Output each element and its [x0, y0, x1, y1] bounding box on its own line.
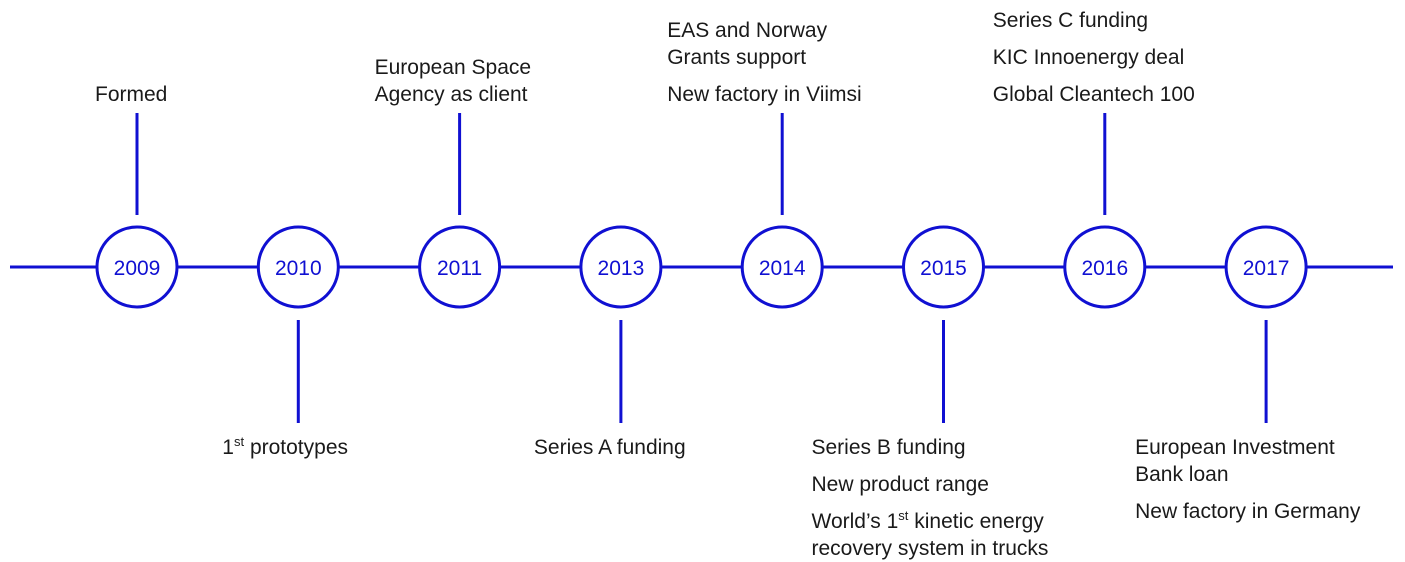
event-text: European Investment — [1135, 436, 1335, 459]
year-circle — [740, 225, 824, 309]
year-circle — [1063, 225, 1147, 309]
year-label: 2014 — [759, 257, 806, 280]
year-circle — [1224, 225, 1308, 309]
year-label: 2017 — [1243, 257, 1290, 280]
event-text: Bank loan — [1135, 463, 1228, 486]
year-label: 2013 — [598, 257, 645, 280]
year-label: 2015 — [920, 257, 967, 280]
event-text: Series A funding — [534, 436, 686, 459]
event-text-part: prototypes — [244, 436, 348, 459]
event-superscript: st — [898, 508, 909, 523]
event-text: recovery system in trucks — [812, 537, 1049, 560]
event-text-part: kinetic energy — [908, 510, 1044, 533]
event-text-part: World’s 1 — [812, 510, 899, 533]
event-text: Global Cleantech 100 — [993, 83, 1195, 106]
event-text: Grants support — [667, 46, 806, 69]
event-text: Series B funding — [812, 436, 966, 459]
event-superscript: st — [234, 434, 245, 449]
year-circle — [579, 225, 663, 309]
event-text: New factory in Viimsi — [667, 83, 862, 106]
event-text: KIC Innoenergy deal — [993, 46, 1184, 69]
year-label: 2016 — [1081, 257, 1128, 280]
year-label: 2009 — [114, 257, 161, 280]
event-text: Series C funding — [993, 9, 1148, 32]
event-text: EAS and Norway — [667, 19, 827, 42]
year-label: 2010 — [275, 257, 322, 280]
year-label: 2011 — [437, 257, 482, 280]
event-text: New factory in Germany — [1135, 500, 1361, 523]
year-circle — [418, 225, 502, 309]
event-text: New product range — [812, 473, 989, 496]
event-text-part: 1 — [222, 436, 234, 459]
event-text: World’s 1st kinetic energy — [812, 508, 1045, 533]
event-text: Formed — [95, 83, 167, 106]
event-text: 1st prototypes — [222, 434, 348, 459]
event-text: European Space — [375, 56, 531, 79]
year-circle — [902, 225, 985, 309]
year-circle — [256, 225, 340, 309]
year-circle — [95, 225, 179, 309]
event-text: Agency as client — [375, 83, 528, 106]
